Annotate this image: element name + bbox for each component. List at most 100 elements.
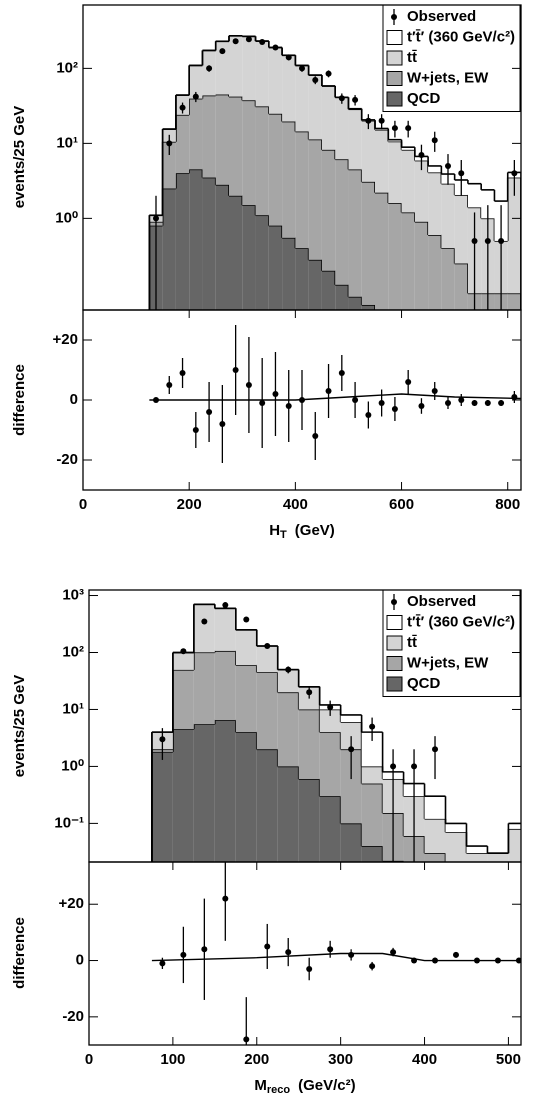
data-point: [272, 391, 279, 397]
histogram-bar: [361, 732, 383, 767]
histogram-bar: [375, 192, 389, 310]
data-point: [206, 65, 213, 72]
histogram-bar: [172, 669, 194, 730]
y-tick-label: 0: [76, 952, 84, 969]
data-point: [325, 388, 332, 394]
data-point: [245, 382, 252, 388]
histogram-bar: [335, 159, 349, 285]
histogram-bar: [256, 645, 278, 673]
data-point: [405, 125, 412, 132]
histogram-bar: [229, 96, 243, 196]
histogram-bar: [335, 284, 349, 310]
histogram-bar: [308, 75, 322, 140]
histogram-bar: [298, 709, 320, 780]
histogram-bar: [189, 65, 203, 99]
data-point: [285, 403, 292, 409]
histogram-bar: [454, 263, 468, 310]
data-point: [222, 602, 229, 609]
x-axis-label: Mreco (GeV/c²): [254, 1077, 355, 1096]
legend-label: t′t̄′ (360 GeV/c²): [407, 28, 515, 45]
data-point: [219, 48, 226, 55]
histogram-bar: [282, 55, 296, 122]
legend-label: Observed: [407, 593, 476, 610]
histogram-bar: [401, 147, 415, 150]
histogram-bar: [340, 749, 362, 824]
histogram-bar: [388, 141, 402, 204]
legend-swatch: [386, 656, 403, 671]
legend-swatch: [386, 635, 403, 651]
data-point: [418, 151, 425, 158]
data-point: [365, 117, 372, 124]
x-tick-label: 400: [412, 1051, 437, 1068]
data-point: [222, 895, 229, 902]
data-point: [391, 406, 398, 412]
data-point: [369, 723, 376, 730]
histogram-bar: [319, 709, 341, 733]
histogram-bar: [215, 184, 229, 310]
histogram-bar: [428, 235, 442, 310]
data-point: [306, 689, 313, 696]
data-point: [445, 400, 451, 406]
histogram-bar: [268, 225, 283, 310]
expected-difference-curve: [151, 952, 521, 962]
histogram-bar: [340, 722, 362, 750]
data-point: [166, 140, 173, 147]
data-point: [264, 642, 271, 649]
data-point: [166, 382, 173, 388]
y-tick-label: 10⁻¹: [54, 814, 84, 831]
histogram-bar: [175, 173, 190, 310]
data-point: [306, 965, 313, 972]
histogram-bar: [215, 94, 229, 185]
histogram-bar: [308, 139, 322, 260]
x-tick-label: 300: [328, 1051, 353, 1068]
histogram-bar: [193, 724, 215, 862]
histogram-bar: [508, 828, 521, 862]
histogram-bar: [388, 203, 402, 310]
y-axis-label: events/25 GeV: [11, 675, 28, 778]
histogram-bar: [308, 259, 322, 310]
histogram-bar: [175, 114, 190, 174]
y-tick-label: +20: [53, 331, 78, 348]
data-point: [411, 957, 418, 964]
x-tick-label: 500: [496, 1051, 521, 1068]
data-point: [458, 397, 465, 403]
histogram-bar: [481, 189, 495, 219]
plot-area: [148, 34, 521, 310]
x-tick-label: 600: [389, 496, 414, 513]
histogram-bar: [215, 41, 229, 95]
data-point: [232, 38, 239, 45]
histogram-bar: [361, 783, 383, 847]
histogram-bar: [508, 823, 521, 829]
data-point: [192, 427, 199, 433]
data-point: [511, 170, 518, 177]
histogram-bar: [348, 169, 362, 297]
histogram-bar: [445, 832, 467, 862]
legend-swatch: [386, 71, 403, 86]
data-point: [285, 949, 292, 956]
legend-label: t′t̄′ (360 GeV/c²): [407, 613, 515, 630]
y-axis-label: difference: [11, 364, 28, 436]
histogram-bar: [189, 98, 203, 170]
histogram-bar: [172, 729, 194, 862]
x-tick-label: 400: [283, 496, 308, 513]
data-point: [431, 388, 438, 394]
histogram-bar: [256, 749, 278, 862]
histogram-bar: [466, 846, 488, 854]
histogram-bar: [424, 818, 446, 854]
histogram-bar: [277, 669, 299, 693]
data-point: [232, 367, 239, 373]
x-axis-label-unit: (GeV): [295, 522, 335, 539]
data-point: [327, 946, 334, 953]
histogram-bar: [298, 779, 320, 862]
data-point: [153, 397, 159, 403]
histogram-bar: [361, 846, 383, 862]
y-tick-label: 10⁰: [61, 757, 84, 774]
data-point: [192, 93, 199, 100]
legend-label: QCD: [407, 675, 441, 692]
histogram-bar: [441, 183, 455, 249]
data-point: [180, 648, 187, 655]
data-point: [259, 38, 266, 45]
x-tick-label: 100: [160, 1051, 185, 1068]
histogram-bar: [319, 796, 341, 862]
legend-swatch: [386, 30, 403, 45]
